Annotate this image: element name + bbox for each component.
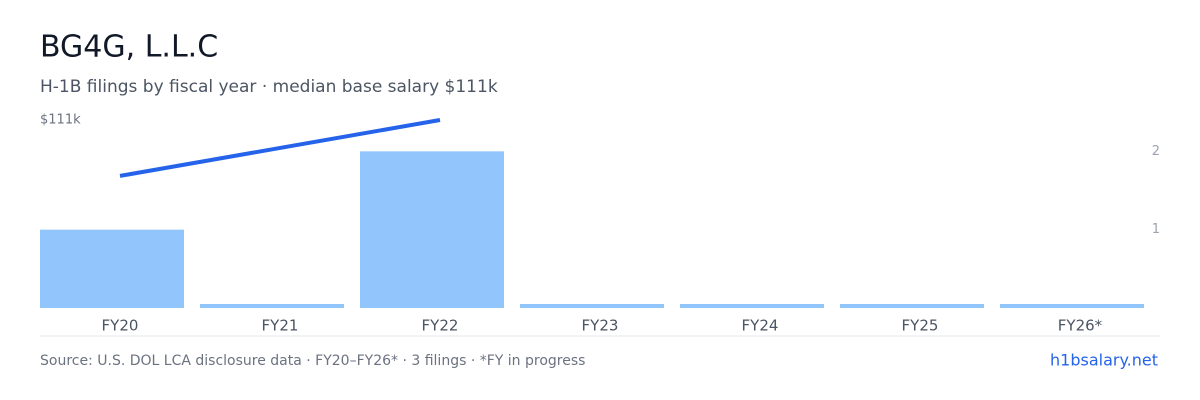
x-tick-label: FY20	[102, 317, 139, 335]
x-tick-label: FY22	[422, 317, 459, 335]
bar	[680, 304, 824, 308]
bar	[200, 304, 344, 308]
bar	[520, 304, 664, 308]
x-tick-label: FY23	[582, 317, 619, 335]
bar	[360, 151, 504, 308]
y-tick-label: $111k	[40, 113, 81, 128]
salary-line	[119, 118, 441, 178]
y2-tick-label: 2	[1152, 144, 1160, 159]
chart-subtitle: H-1B filings by fiscal year · median bas…	[40, 77, 498, 97]
x-tick-label: FY25	[902, 317, 939, 335]
site-link[interactable]: h1bsalary.net	[1050, 351, 1158, 370]
x-tick-label: FY26*	[1058, 317, 1103, 335]
chart-title: BG4G, L.L.C	[40, 30, 218, 65]
x-tick-label: FY21	[262, 317, 299, 335]
x-tick-label: FY24	[742, 317, 779, 335]
y2-tick-label: 1	[1152, 222, 1160, 237]
bar	[1000, 304, 1144, 308]
source-note: Source: U.S. DOL LCA disclosure data · F…	[40, 353, 585, 369]
bar	[840, 304, 984, 308]
bar	[40, 229, 184, 308]
